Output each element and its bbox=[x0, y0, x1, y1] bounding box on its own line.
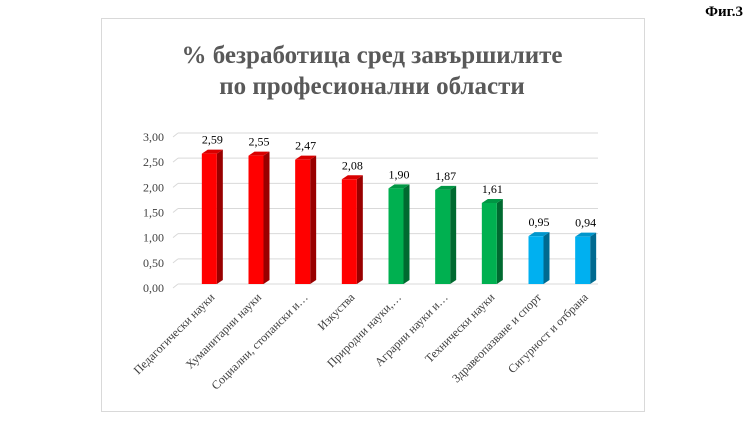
bar-side bbox=[263, 151, 270, 284]
bar-front bbox=[201, 153, 217, 284]
data-label: 2,08 bbox=[342, 158, 363, 172]
x-category-label: Педагогически науки bbox=[131, 290, 218, 377]
bar-side bbox=[216, 149, 223, 284]
y-tick-label: 0,50 bbox=[143, 256, 164, 270]
data-label: 2,59 bbox=[202, 133, 223, 147]
y-tick-label: 2,00 bbox=[143, 180, 164, 194]
y-axis-ticks: 0,00 0,50 1,00 1,50 2,00 2,50 3,00 bbox=[143, 130, 164, 295]
bar-front bbox=[341, 179, 357, 284]
data-label: 1,61 bbox=[482, 182, 503, 196]
x-category-label: Социални, стопански и… bbox=[208, 290, 310, 392]
x-category-label: Изкуства bbox=[315, 290, 358, 333]
bar-top bbox=[388, 184, 410, 189]
data-label: 0,95 bbox=[529, 215, 550, 229]
bar-side bbox=[356, 175, 363, 284]
data-label: 2,55 bbox=[249, 135, 270, 149]
bar bbox=[528, 232, 550, 284]
data-labels: 2,59 2,55 2,47 2,08 1,90 1,87 1,61 0,95 0,94 bbox=[202, 133, 596, 230]
bar-side bbox=[450, 185, 457, 284]
bar bbox=[201, 149, 223, 284]
y-tick-label: 1,00 bbox=[143, 231, 164, 245]
bar-front bbox=[388, 188, 404, 284]
chart-title: % безработица сред завършилите по профес… bbox=[101, 40, 643, 102]
x-category-label: Здравеопазване и спорт bbox=[449, 290, 545, 386]
chart-title-line1: % безработица сред завършилите bbox=[181, 42, 563, 69]
y-tick-label: 1,50 bbox=[143, 206, 164, 220]
x-category-label: Сигурност и отбрана bbox=[505, 290, 591, 376]
bar-top bbox=[295, 155, 317, 160]
bar-front bbox=[435, 189, 451, 284]
bar-top bbox=[481, 198, 503, 203]
bar-side bbox=[310, 155, 317, 284]
gridline-depth bbox=[172, 157, 179, 163]
y-tick-label: 2,50 bbox=[143, 155, 164, 169]
data-label: 2,47 bbox=[295, 139, 316, 153]
bar-front bbox=[575, 236, 591, 284]
bars bbox=[201, 149, 597, 284]
bar-side bbox=[403, 184, 410, 284]
gridline-depth bbox=[172, 182, 179, 188]
bar-side bbox=[590, 232, 597, 284]
gridline-depth bbox=[172, 258, 179, 264]
gridline-depth bbox=[172, 132, 179, 138]
data-label: 1,87 bbox=[435, 169, 456, 183]
gridline-depth bbox=[172, 283, 179, 289]
gridlines bbox=[172, 132, 598, 289]
data-label: 1,90 bbox=[389, 167, 410, 181]
bar-front bbox=[295, 159, 311, 284]
bar-top bbox=[528, 232, 550, 237]
bar-front bbox=[528, 236, 544, 284]
gridline-depth bbox=[172, 233, 179, 239]
bar-side bbox=[543, 232, 550, 284]
bar bbox=[481, 198, 503, 284]
bar bbox=[341, 175, 363, 284]
bar bbox=[388, 184, 410, 284]
bar-top bbox=[201, 149, 223, 154]
bar bbox=[575, 232, 597, 284]
bar-top bbox=[341, 175, 363, 180]
gridline-depth bbox=[172, 208, 179, 213]
bar bbox=[295, 155, 317, 284]
y-tick-label: 3,00 bbox=[143, 130, 164, 144]
bar-front bbox=[248, 155, 264, 284]
bar-side bbox=[496, 198, 503, 284]
bar bbox=[248, 151, 270, 284]
bar-top bbox=[248, 151, 270, 156]
data-label: 0,94 bbox=[575, 216, 596, 230]
chart-title-line2: по професионални области bbox=[219, 73, 525, 100]
bar-top bbox=[435, 185, 457, 190]
y-tick-label: 0,00 bbox=[143, 281, 164, 295]
bar bbox=[435, 185, 457, 284]
figure-label: Фиг.3 bbox=[705, 4, 743, 20]
bar-front bbox=[481, 202, 497, 284]
bar-top bbox=[575, 232, 597, 237]
chart-area bbox=[101, 18, 645, 412]
